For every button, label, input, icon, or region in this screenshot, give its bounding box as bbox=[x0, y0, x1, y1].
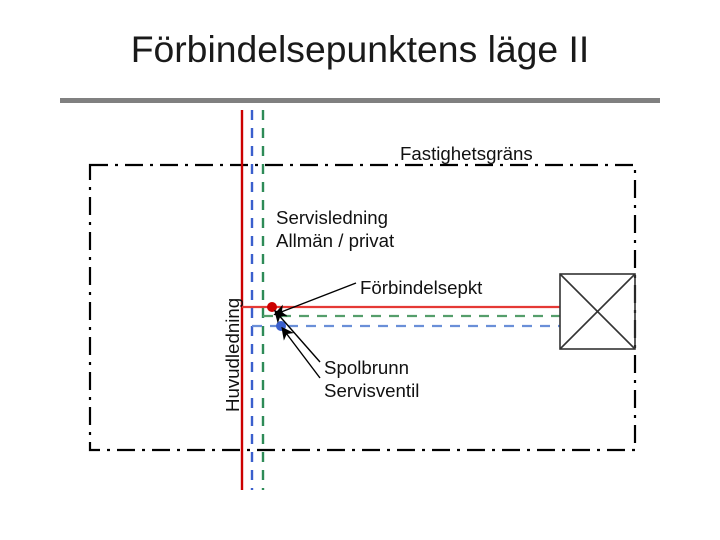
label-spolbrunn-servisventil: Spolbrunn Servisventil bbox=[324, 356, 419, 403]
label-servisledning: Servisledning Allmän / privat bbox=[276, 206, 394, 253]
arrow-spolbrunn bbox=[276, 312, 320, 362]
label-forbindelsepkt: Förbindelsepkt bbox=[360, 276, 482, 299]
arrow-servisventil bbox=[283, 329, 320, 378]
slide: Förbindelsepunktens läge II Fastighetsgr… bbox=[0, 0, 720, 540]
arrow-forbindelsepkt bbox=[276, 283, 356, 314]
connection-point-red bbox=[267, 302, 277, 312]
label-fastighetsgrans: Fastighetsgräns bbox=[400, 142, 533, 165]
label-huvudledning: Huvudledning bbox=[222, 298, 244, 412]
diagram-canvas bbox=[0, 0, 720, 540]
